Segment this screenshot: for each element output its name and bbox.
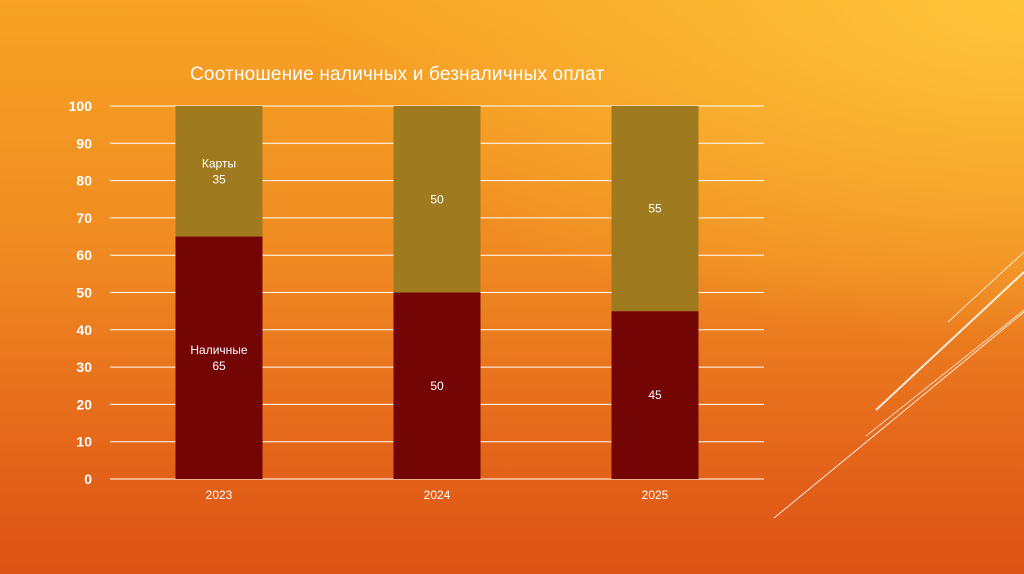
chart-title: Соотношение наличных и безналичных оплат (190, 64, 605, 85)
decor-line (875, 271, 1024, 411)
bar-2023-1 (175, 106, 263, 237)
data-label: 45 (648, 388, 662, 402)
y-tick-label: 40 (76, 322, 92, 338)
y-tick-label: 50 (76, 285, 92, 301)
bars (175, 106, 699, 479)
x-tick-label: 2024 (424, 488, 451, 502)
bar-2025-0 (611, 311, 699, 479)
decor-line (773, 311, 1024, 519)
bar-2024-0 (393, 292, 481, 479)
decor-line (865, 309, 1024, 437)
x-tick-label: 2025 (642, 488, 669, 502)
decor-line (947, 251, 1024, 323)
y-tick-label: 20 (76, 396, 92, 412)
x-tick-label: 2023 (206, 488, 233, 502)
data-label: 55 (648, 202, 662, 216)
data-label: Наличные 65 (190, 343, 248, 373)
y-tick-label: 100 (69, 98, 93, 114)
bar-2023-0 (175, 236, 263, 479)
y-axis: 0 10 20 30 40 50 60 70 80 90 100 (69, 98, 93, 487)
bar-2025-1 (611, 106, 699, 312)
data-label: Карты 35 (202, 156, 236, 186)
y-tick-label: 0 (84, 471, 92, 487)
data-label: 50 (430, 192, 444, 206)
x-axis: 2023 2024 2025 (206, 488, 669, 502)
data-labels: Наличные 65 Карты 35 50 50 45 55 (190, 156, 662, 402)
y-tick-label: 60 (76, 247, 92, 263)
y-tick-label: 30 (76, 359, 92, 375)
y-tick-label: 80 (76, 173, 92, 189)
bar-2024-1 (393, 106, 481, 293)
y-tick-label: 10 (76, 434, 92, 450)
y-tick-label: 90 (76, 135, 92, 151)
data-label: 50 (430, 379, 444, 393)
decorative-diagonal-lines (773, 251, 1024, 519)
y-tick-label: 70 (76, 210, 92, 226)
